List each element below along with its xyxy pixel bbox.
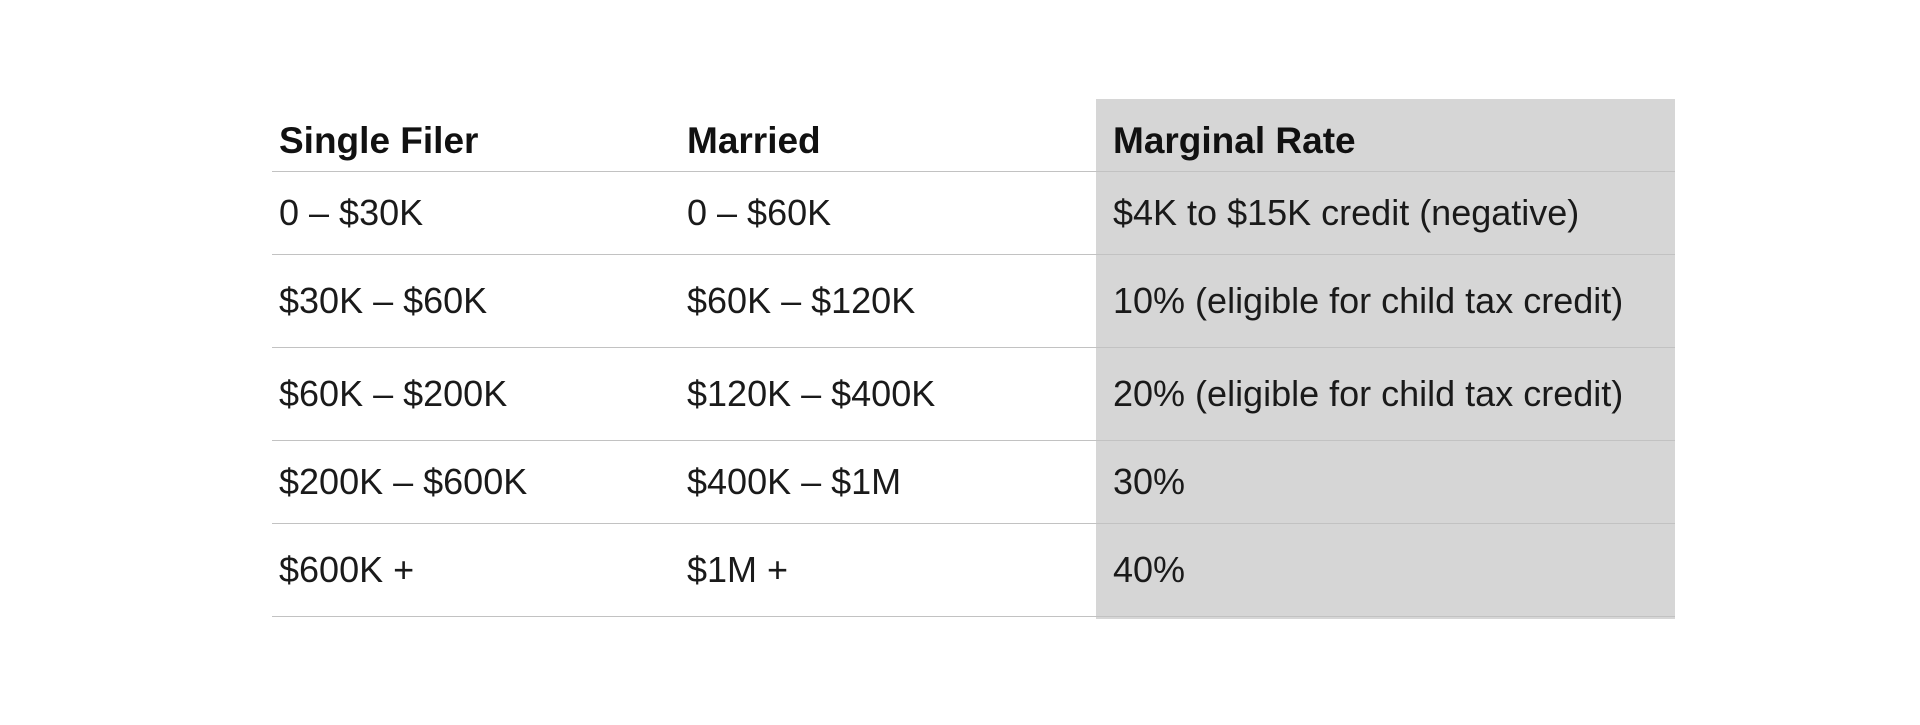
married-cell: 0 – $60K [687,192,832,233]
header-marginal-rate: Marginal Rate [1113,120,1356,161]
table-row: $200K – $600K $400K – $1M 30% [272,441,1675,524]
header-married: Married [687,120,821,161]
table-row: $30K – $60K $60K – $120K 10% (eligible f… [272,255,1675,348]
married-cell: $1M + [687,549,789,590]
marginal-rate-cell: $4K to $15K credit (negative) [1113,192,1580,233]
married-cell: $60K – $120K [687,280,916,321]
single-filer-cell: $200K – $600K [279,461,528,502]
marginal-rate-cell: 20% (eligible for child tax credit) [1113,373,1624,414]
marginal-rate-cell: 30% [1113,461,1186,502]
single-filer-cell: $600K + [279,549,415,590]
single-filer-cell: $60K – $200K [279,373,508,414]
marginal-rate-cell: 40% [1113,549,1186,590]
marginal-rate-cell: 10% (eligible for child tax credit) [1113,280,1624,321]
table-row: $600K + $1M + 40% [272,524,1675,617]
single-filer-cell: $30K – $60K [279,280,488,321]
marginal-rate-column-highlight [1096,99,1675,619]
single-filer-cell: 0 – $30K [279,192,424,233]
married-cell: $400K – $1M [687,461,902,502]
table-row: 0 – $30K 0 – $60K $4K to $15K credit (ne… [272,172,1675,255]
header-single-filer: Single Filer [279,120,479,161]
tax-bracket-table: Single Filer Married Marginal Rate 0 – $… [272,99,1675,619]
table-row: $60K – $200K $120K – $400K 20% (eligible… [272,348,1675,441]
table-header-row: Single Filer Married Marginal Rate [272,99,1675,172]
married-cell: $120K – $400K [687,373,936,414]
